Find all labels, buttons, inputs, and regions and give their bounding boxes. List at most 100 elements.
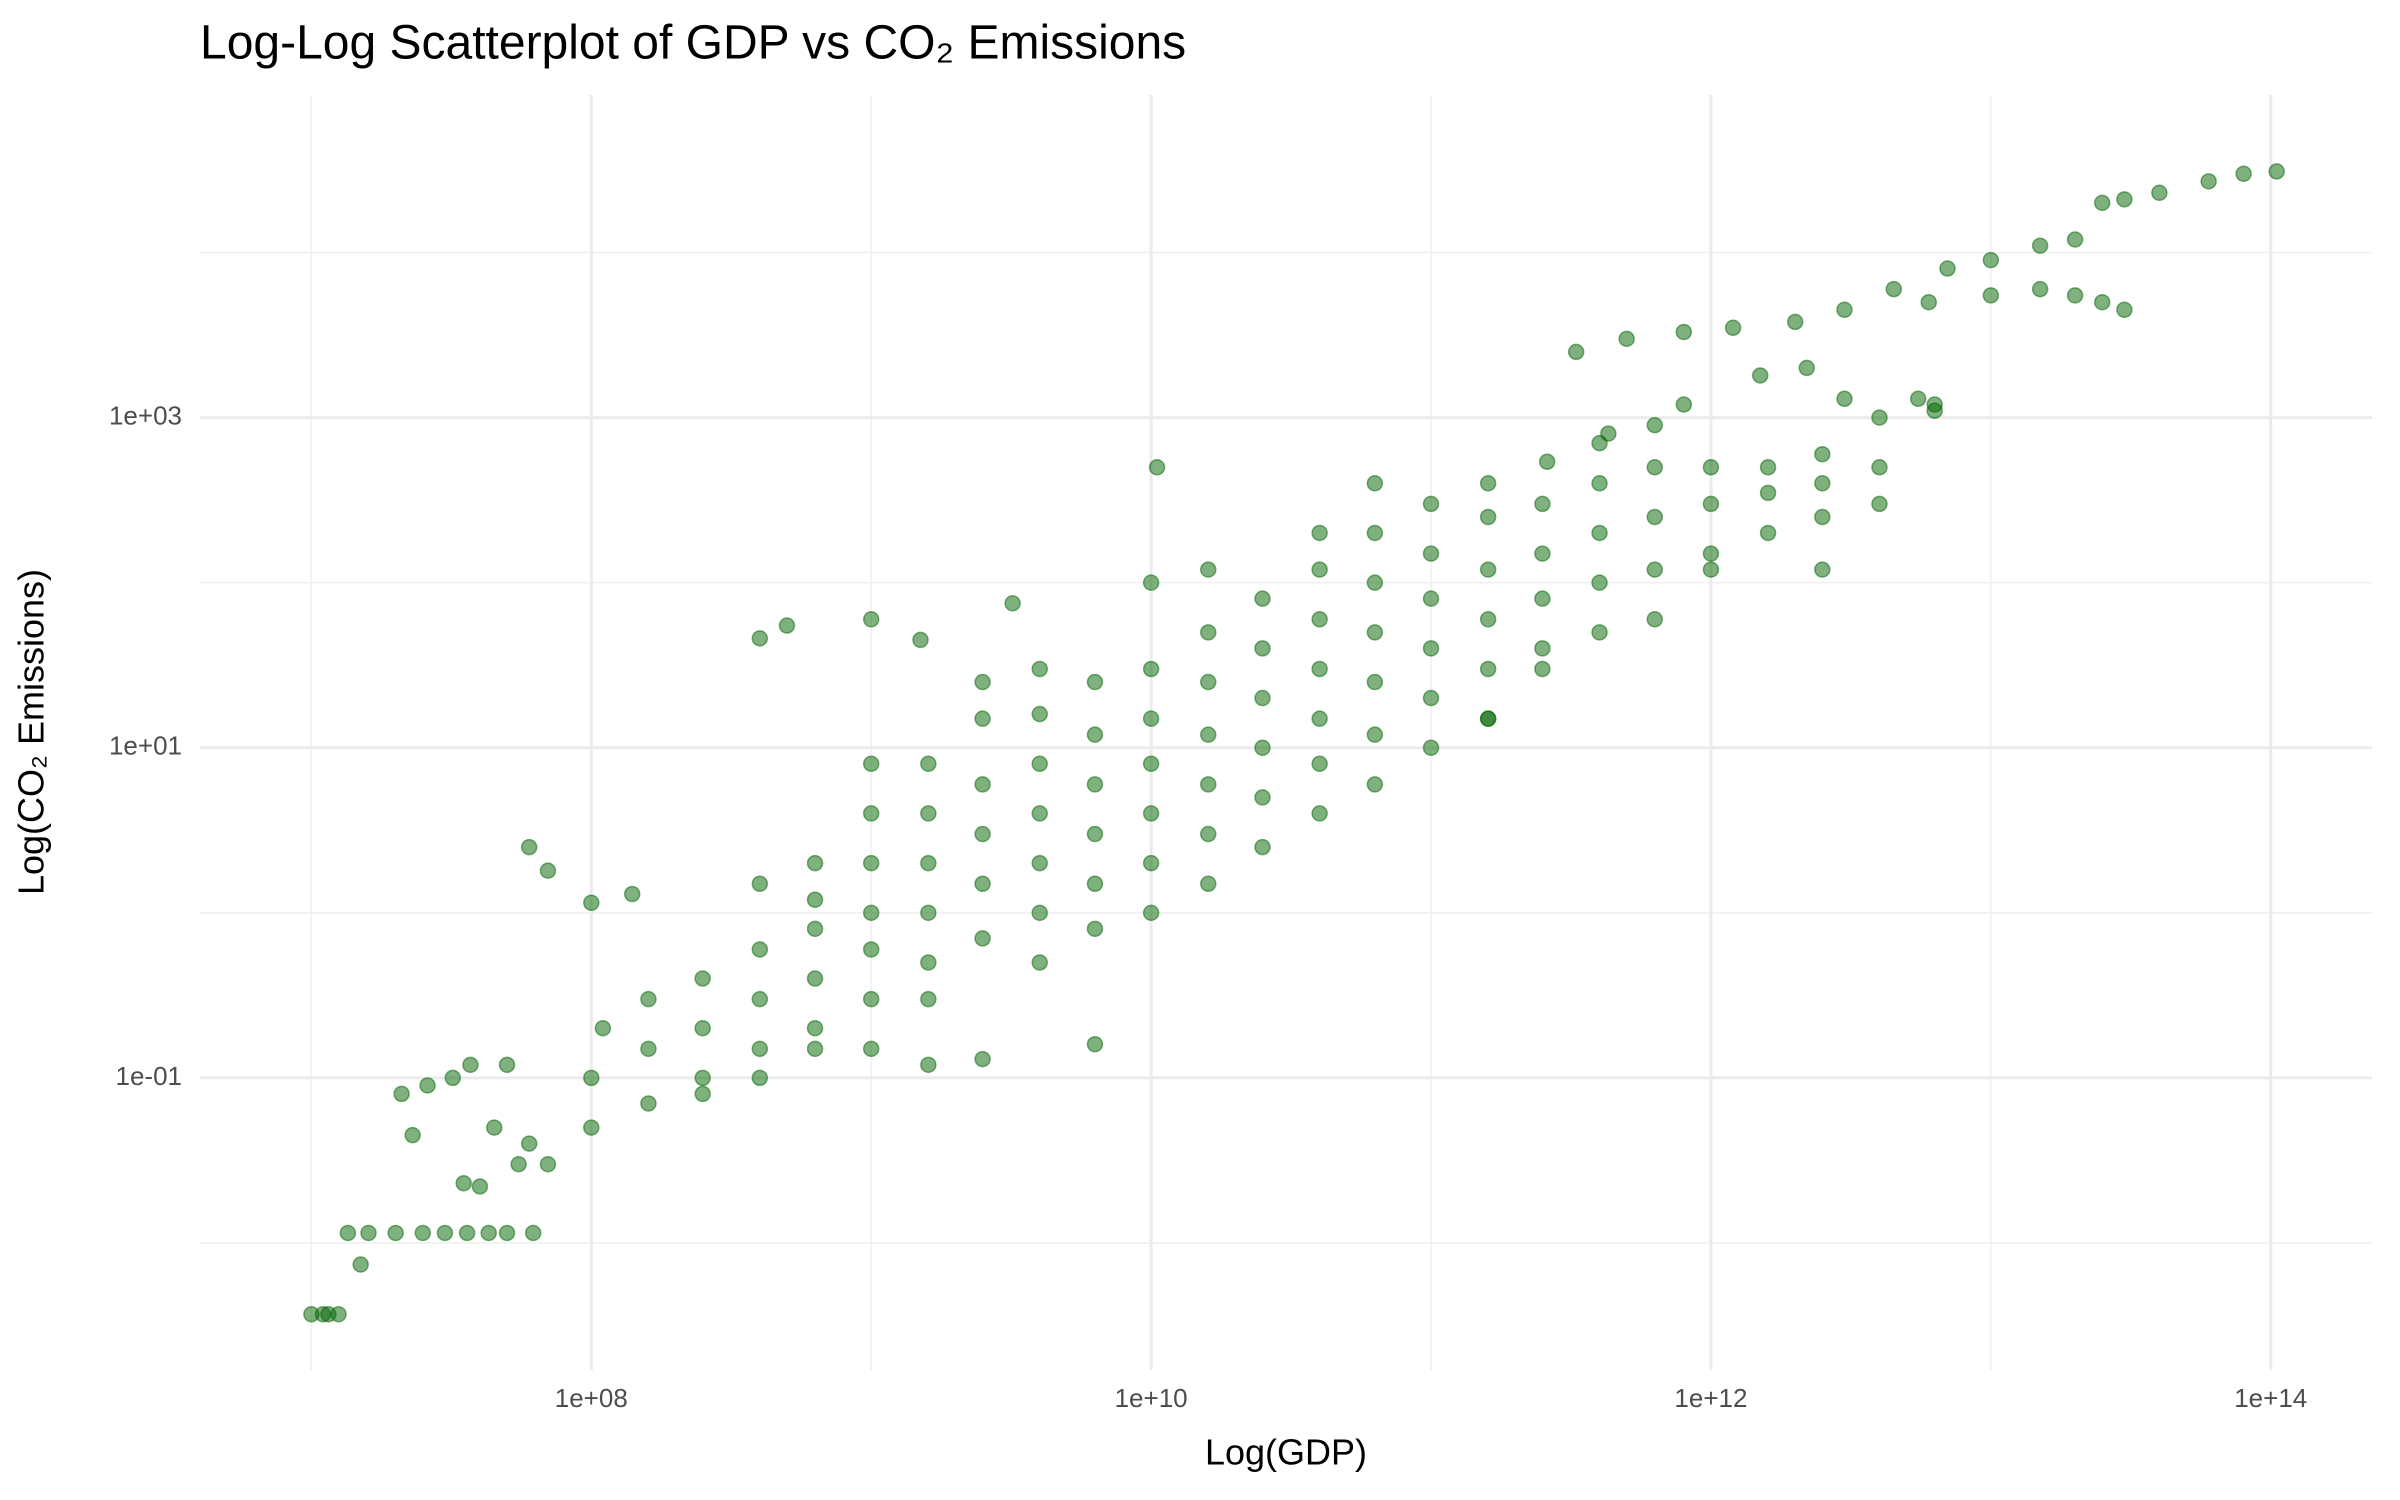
point [1311,524,1328,542]
point [1982,287,2000,304]
point [751,1040,769,1058]
point [974,673,991,691]
point [1591,475,1608,492]
point [751,875,769,893]
point [1724,319,1742,337]
point [920,854,937,872]
point [1031,705,1048,723]
point [1479,475,1497,492]
point [2031,237,2049,254]
point [806,891,824,908]
point [594,1019,612,1037]
point [1142,805,1160,822]
grid [200,95,2372,1370]
point [2151,184,2168,202]
point [1836,390,1853,408]
x-axis-title: Log(GDP) [1205,1432,1367,1473]
point [520,838,538,856]
y-tick-label: 1e+01 [109,731,182,761]
point [1591,624,1608,641]
point [1142,854,1160,872]
point [1646,416,1664,434]
point [1920,293,1937,311]
x-tick-label: 1e+10 [1115,1383,1188,1413]
point [458,1224,476,1242]
point [806,920,824,938]
point [393,1085,410,1103]
point [1759,459,1777,476]
point [1534,660,1551,678]
point [1142,660,1160,678]
point [920,954,937,971]
point [1534,640,1551,657]
point [1422,495,1440,513]
point [1538,453,1556,471]
point [1199,726,1217,743]
point [694,1019,711,1037]
point [455,1175,472,1192]
point [1031,954,1048,971]
point [1814,561,1831,578]
point [1702,545,1720,562]
point [1199,561,1217,578]
point [539,862,557,879]
point [1086,825,1104,843]
point [352,1256,369,1273]
point [1199,825,1217,843]
point [2093,194,2111,212]
point [1031,805,1048,822]
point [1086,875,1104,893]
point [1591,574,1608,591]
point [1199,776,1217,793]
point [1591,524,1608,542]
x-tick-label: 1e+08 [555,1383,628,1413]
point [583,1119,600,1136]
point [404,1126,421,1144]
point [862,941,880,958]
point [806,970,824,987]
point [1814,508,1831,526]
points [303,163,2285,1323]
point [1254,739,1271,756]
point [1311,805,1328,822]
point [1366,673,1384,691]
point [387,1224,404,1242]
point [2066,231,2084,248]
point [751,630,769,647]
point [974,825,991,843]
point [1751,367,1769,384]
point [974,1050,991,1068]
point [2200,173,2217,190]
point [524,1224,542,1242]
point [1086,776,1104,793]
point [1909,390,1927,408]
point [1982,251,2000,269]
point [1142,710,1160,727]
point [583,1069,600,1087]
point [1646,508,1664,526]
point [1311,561,1328,578]
point [1031,755,1048,772]
point [862,904,880,922]
point [1254,789,1271,806]
point [1004,595,1021,612]
point [920,904,937,922]
point [1199,624,1217,641]
point [2066,287,2084,304]
point [1926,402,1943,420]
point [1254,590,1271,607]
point [1148,459,1166,476]
point [806,1040,824,1058]
point [912,631,929,649]
point [974,710,991,727]
point [920,755,937,772]
point [806,1019,824,1037]
point [1885,280,1903,298]
point [1366,624,1384,641]
point [1814,475,1831,492]
point [1798,359,1816,377]
chart-title: Log-Log Scatterplot of GDP vs CO₂ Emissi… [200,17,1186,70]
point [419,1077,436,1094]
point [1534,590,1551,607]
